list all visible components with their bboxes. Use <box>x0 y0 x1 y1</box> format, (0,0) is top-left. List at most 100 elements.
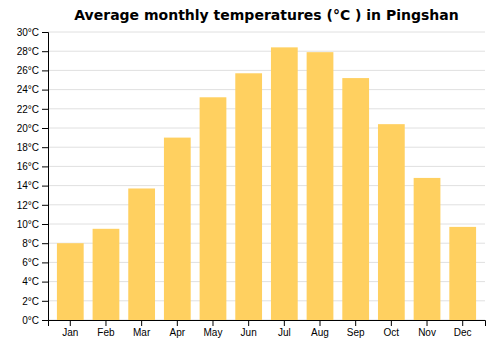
x-tick: Jun <box>241 320 257 338</box>
y-tick: 4°C <box>22 276 48 287</box>
x-tick: Jan <box>62 320 78 338</box>
tick-mark <box>42 51 48 52</box>
y-tick: 22°C <box>17 104 48 115</box>
tick-mark <box>42 166 48 167</box>
tick-mark <box>42 186 48 187</box>
y-axis: 0°C 2°C 4°C 6°C 8°C 10°C 12°C 14°C 16°C 18°C 20°C 2… <box>17 27 49 326</box>
grid-line <box>48 166 485 167</box>
tick-mark <box>284 320 285 326</box>
x-tick: Jul <box>278 320 291 338</box>
y-tick: 6°C <box>22 257 48 268</box>
x-axis: Jan Feb Mar Apr May Jun Jul Aug Sep Oct Nov Dec <box>49 320 486 338</box>
tick-mark <box>42 205 48 206</box>
tick-mark <box>70 320 71 326</box>
tick-mark <box>42 32 48 33</box>
tick-label: 16°C <box>17 161 39 172</box>
plot: 0°C 2°C 4°C 6°C 8°C 10°C 12°C 14°C 16°C 18°C 20°C 2… <box>17 27 486 338</box>
tick-label: 14°C <box>17 180 39 191</box>
y-tick: 10°C <box>17 219 48 230</box>
bar <box>128 188 155 320</box>
title: Average monthly temperatures (°C ) in Pi… <box>74 7 458 23</box>
tick-label: Jan <box>62 327 78 338</box>
tick-mark <box>248 320 249 326</box>
chart: 0°C 2°C 4°C 6°C 8°C 10°C 12°C 14°C 16°C 18°C 20°C 2… <box>0 0 500 350</box>
tick-label: 26°C <box>17 65 39 76</box>
y-tick: 20°C <box>17 123 48 134</box>
tick-label: 0°C <box>22 315 39 326</box>
y-tick: 0°C <box>22 315 48 326</box>
tick-mark <box>42 147 48 148</box>
grid-line <box>48 32 485 33</box>
bar <box>164 138 191 320</box>
tick-label: 10°C <box>17 219 39 230</box>
tick-label: Feb <box>97 327 115 338</box>
tick-label: 6°C <box>22 257 39 268</box>
axis-domain <box>49 321 486 327</box>
grid-line <box>48 108 485 109</box>
tick-mark <box>42 301 48 302</box>
y-tick: 18°C <box>17 142 48 153</box>
tick-mark <box>42 282 48 283</box>
tick-label: Dec <box>454 327 472 338</box>
tick-mark <box>105 320 106 326</box>
y-tick: 16°C <box>17 161 48 172</box>
bar <box>449 227 476 320</box>
bar <box>57 243 84 320</box>
y-tick: 14°C <box>17 180 48 191</box>
x-tick: Feb <box>97 320 115 338</box>
bar <box>414 178 441 320</box>
tick-label: 4°C <box>22 276 39 287</box>
grid-line <box>48 89 485 90</box>
tick-label: 20°C <box>17 123 39 134</box>
grid <box>48 32 485 320</box>
bar <box>93 229 120 320</box>
grid-line <box>48 70 485 71</box>
tick-label: 28°C <box>17 46 39 57</box>
tick-mark <box>355 320 356 326</box>
bar <box>271 47 298 320</box>
y-tick: 12°C <box>17 200 48 211</box>
tick-label: Sep <box>347 327 365 338</box>
x-tick: Aug <box>311 320 329 338</box>
tick-mark <box>42 262 48 263</box>
x-tick: Oct <box>384 320 400 338</box>
tick-label: Jun <box>241 327 257 338</box>
tick-mark <box>462 320 463 326</box>
x-tick: Dec <box>454 320 472 338</box>
tick-mark <box>391 320 392 326</box>
tick-label: 30°C <box>17 27 39 38</box>
tick-label: Apr <box>170 327 186 338</box>
x-tick: Sep <box>347 320 365 338</box>
x-tick: Mar <box>133 320 151 338</box>
tick-label: Jul <box>278 327 291 338</box>
x-tick: May <box>204 320 223 338</box>
axis-domain <box>42 33 49 321</box>
tick-label: Mar <box>133 327 151 338</box>
bar <box>200 97 227 320</box>
tick-mark <box>42 109 48 110</box>
tick-label: 12°C <box>17 200 39 211</box>
y-tick: 8°C <box>22 238 48 249</box>
tick-mark <box>42 320 48 321</box>
tick-mark <box>177 320 178 326</box>
tick-mark <box>42 243 48 244</box>
grid-line <box>48 51 485 52</box>
x-tick: Apr <box>170 320 186 338</box>
tick-label: 2°C <box>22 296 39 307</box>
tick-label: May <box>204 327 223 338</box>
bar <box>307 52 334 320</box>
y-tick: 30°C <box>17 27 48 38</box>
x-tick: Nov <box>418 320 436 338</box>
y-tick: 24°C <box>17 84 48 95</box>
tick-label: Oct <box>384 327 400 338</box>
tick-label: 22°C <box>17 104 39 115</box>
tick-mark <box>212 320 213 326</box>
bar <box>235 73 262 320</box>
tick-mark <box>320 320 321 326</box>
tick-mark <box>42 90 48 91</box>
y-tick: 26°C <box>17 65 48 76</box>
tick-mark <box>42 224 48 225</box>
bars <box>57 47 476 320</box>
tick-mark <box>427 320 428 326</box>
tick-mark <box>42 70 48 71</box>
